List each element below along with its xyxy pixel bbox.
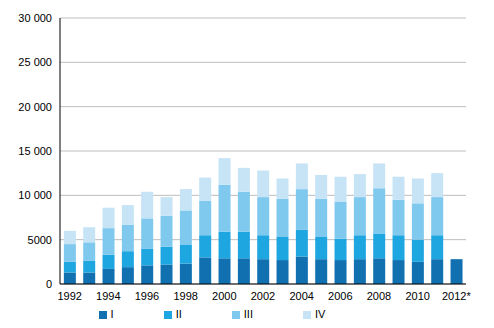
svg-text:2002: 2002 [251, 290, 275, 302]
svg-text:1998: 1998 [173, 290, 197, 302]
svg-text:2010: 2010 [405, 290, 429, 302]
svg-text:20 000: 20 000 [18, 101, 52, 113]
html-text:II: II [175, 308, 182, 320]
svg-text:25 000: 25 000 [18, 56, 52, 68]
svg-text:5000: 5000 [28, 234, 52, 246]
svg-text:0: 0 [46, 278, 52, 290]
svg-text:30 000: 30 000 [18, 12, 52, 24]
svg-text:1994: 1994 [96, 290, 120, 302]
svg-text:2006: 2006 [328, 290, 352, 302]
svg-text:15 000: 15 000 [18, 145, 52, 157]
svg-text:1992: 1992 [57, 290, 81, 302]
svg-text:2008: 2008 [367, 290, 391, 302]
svg-text:1996: 1996 [135, 290, 159, 302]
svg-text:2012*: 2012* [442, 290, 471, 302]
svg-text:2004: 2004 [289, 290, 313, 302]
html-text:I: I [110, 308, 114, 320]
svg-text:10 000: 10 000 [18, 189, 52, 201]
svg-text:2000: 2000 [212, 290, 236, 302]
html-text:IV: IV [315, 308, 326, 320]
html-text:III: III [243, 308, 253, 320]
